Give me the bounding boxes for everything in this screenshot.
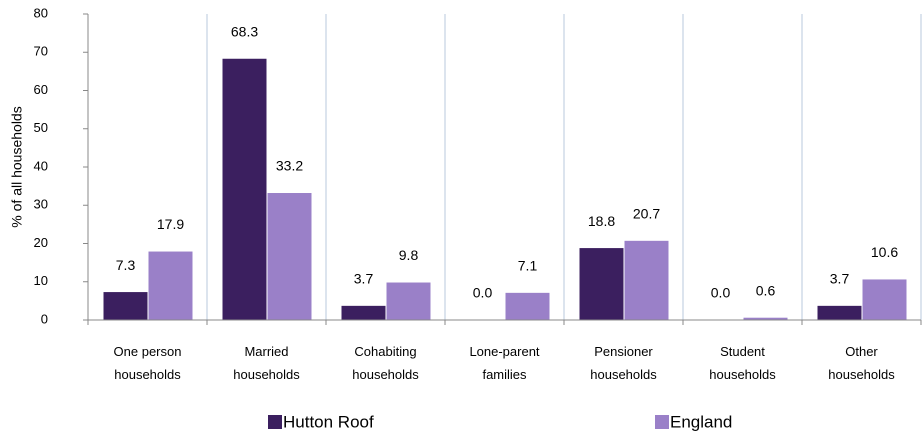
legend-swatch: [268, 415, 282, 429]
bar: [817, 305, 862, 320]
data-label: 9.8: [399, 247, 419, 263]
bar: [103, 292, 148, 320]
bar: [862, 279, 907, 320]
legend-swatch: [655, 415, 669, 429]
y-tick-label: 20: [34, 235, 48, 250]
data-label: 20.7: [633, 206, 660, 222]
bar: [341, 305, 386, 320]
data-label: 3.7: [354, 271, 374, 287]
y-tick-label: 40: [34, 158, 48, 173]
y-tick-label: 60: [34, 82, 48, 97]
y-tick-label: 0: [41, 311, 48, 326]
data-label: 68.3: [231, 23, 258, 39]
x-tick-label: Other households: [828, 344, 895, 382]
bar: [505, 292, 550, 320]
y-axis-label: % of all households: [9, 106, 25, 227]
y-tick-label: 70: [34, 44, 48, 59]
data-label: 10.6: [871, 244, 898, 260]
bar: [222, 58, 267, 320]
data-label: 7.1: [518, 258, 538, 274]
y-tick-label: 30: [34, 197, 48, 212]
x-tick-label: Cohabiting households: [352, 344, 419, 382]
x-tick-label: Married households: [233, 344, 300, 382]
bar: [267, 193, 312, 320]
x-tick-label: Pensioner households: [590, 344, 657, 382]
legend-label: England: [670, 412, 732, 431]
x-tick-label: Lone-parent families: [469, 344, 539, 382]
bar: [148, 251, 193, 320]
y-tick-label: 50: [34, 120, 48, 135]
x-tick-label: One person households: [114, 344, 182, 382]
data-label: 0.0: [711, 285, 731, 301]
bar: [743, 317, 788, 320]
data-label: 7.3: [116, 257, 136, 273]
bar: [579, 248, 624, 320]
x-tick-label: Student households: [709, 344, 776, 382]
y-tick-label: 80: [34, 5, 48, 20]
legend-label: Hutton Roof: [283, 412, 374, 431]
data-label: 33.2: [276, 158, 303, 174]
data-label: 0.0: [473, 285, 493, 301]
data-label: 18.8: [588, 213, 615, 229]
data-label: 0.6: [756, 282, 776, 298]
bar: [386, 282, 431, 320]
data-label: 17.9: [157, 216, 184, 232]
y-tick-label: 10: [34, 273, 48, 288]
bar: [624, 240, 669, 320]
data-label: 3.7: [830, 271, 850, 287]
